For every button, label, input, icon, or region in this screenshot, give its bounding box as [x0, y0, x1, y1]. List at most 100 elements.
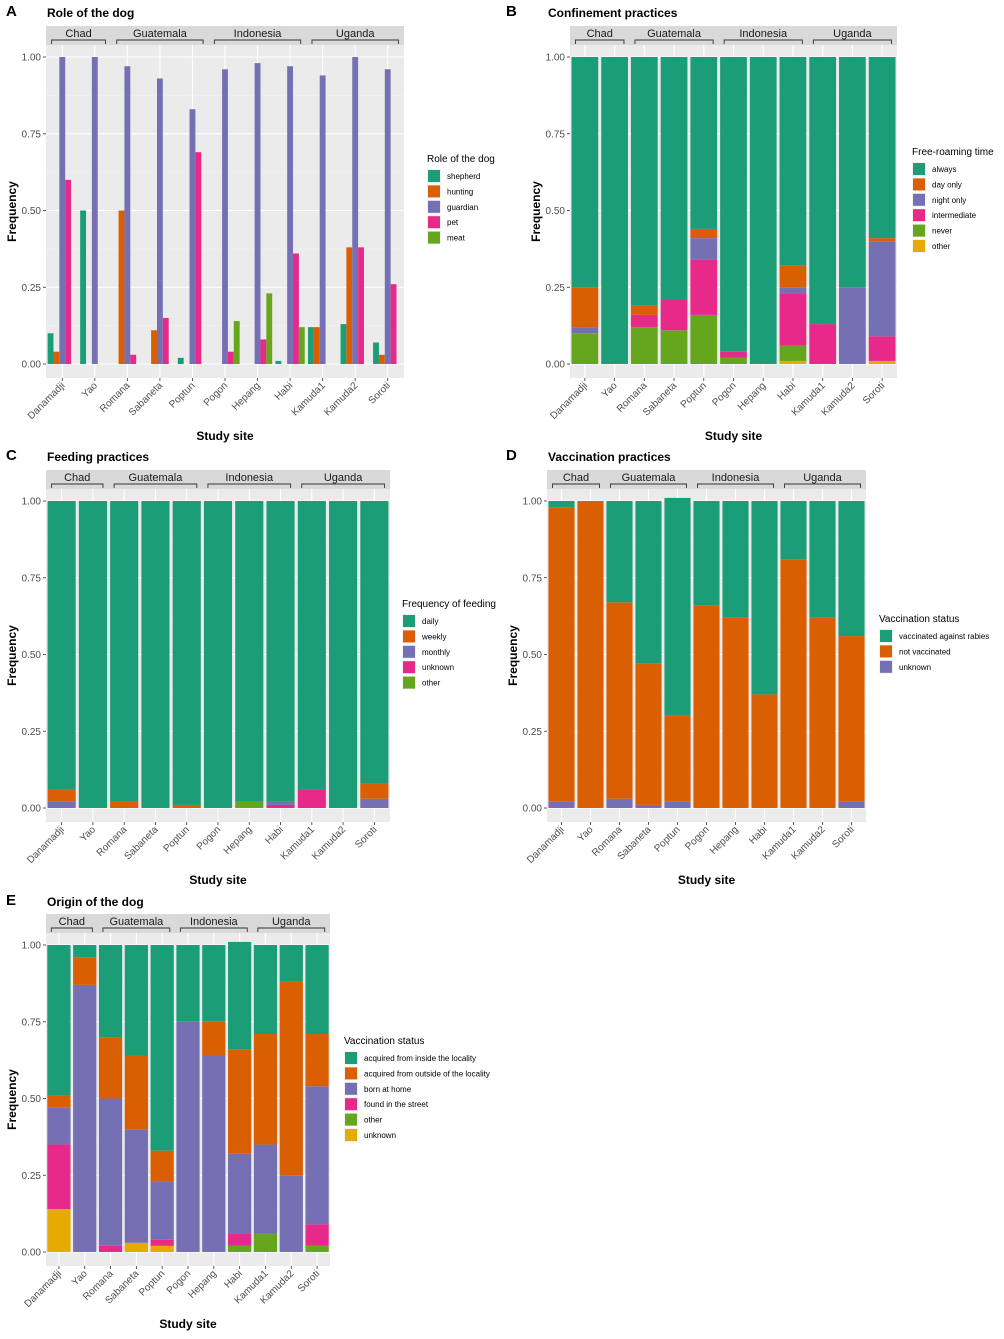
country-label-bg	[615, 471, 682, 483]
x-tick-label-habi: Habi	[776, 380, 798, 402]
panel-e: E Origin of the dog 0.00 0.25 0.50 0.75 1.00 Da…	[5, 892, 490, 1331]
legend-swatch-pet	[428, 216, 440, 229]
legend-label-guardian: guardian	[447, 203, 478, 212]
bar-segment-daily-habi	[266, 501, 295, 802]
bar-segment-weekly-soroti	[360, 783, 389, 799]
legend-label-other: other	[422, 679, 441, 688]
y-tick-label: 1.00	[22, 941, 42, 952]
bar-segment-vaccinated-against-rabies-hepang	[722, 501, 749, 618]
panel-b-title: Confinement practices	[548, 6, 678, 20]
country-label-chad: Chad	[563, 472, 589, 484]
country-label-uganda: Uganda	[833, 28, 872, 40]
panel-a: A Role of the dog 0.00 0.25 0.50 0.75 1.00 Dana…	[5, 3, 495, 443]
legend-swatch-hunting	[428, 185, 440, 198]
bar-segment-acquired-from-inside-the-locality-yao	[73, 945, 97, 958]
legend-swatch-other	[913, 240, 925, 252]
bar-guardian-romana	[124, 66, 131, 365]
bar-segment-weekly-romana	[110, 801, 139, 808]
legend-label-born-at-home: born at home	[364, 1085, 412, 1094]
bar-segment-not-vaccinated-poptun	[664, 715, 691, 802]
bar-segment-unknown-poptun	[150, 1245, 174, 1252]
legend-swatch-born-at-home	[345, 1082, 357, 1095]
panel-d-letter: D	[506, 447, 517, 464]
bar-segment-acquired-from-outside-of-the-locality-soroti	[305, 1034, 329, 1087]
bar-segment-born-at-home-romana	[98, 1098, 123, 1246]
x-tick-label-danamadji: Danamadji	[548, 380, 590, 422]
panel-e-letter: E	[6, 892, 16, 909]
y-axis-title: Frequency	[5, 1069, 19, 1130]
bar-segment-acquired-from-outside-of-the-locality-kamuda1	[253, 1034, 278, 1145]
bar-guardian-hepang	[254, 63, 261, 364]
bar-segment-daily-poptun	[172, 501, 201, 805]
legend-label-monthly: monthly	[422, 648, 450, 657]
country-label-bg	[730, 27, 796, 39]
bar-hunting-romana	[118, 210, 125, 364]
bar-segment-daily-yao	[78, 501, 107, 808]
bar-segment-found-in-the-street-romana	[98, 1245, 123, 1252]
bar-segment-intermediate-kamuda1	[809, 324, 837, 364]
x-tick-label-yao: Yao	[80, 380, 100, 400]
y-tick-label: 0.00	[22, 1248, 42, 1259]
bar-segment-monthly-habi	[266, 801, 295, 805]
bar-segment-never-danamadji	[571, 333, 599, 364]
panel-a-letter: A	[6, 3, 17, 20]
bar-segment-not-vaccinated-habi	[751, 694, 778, 808]
y-tick-label: 0.00	[523, 804, 543, 815]
x-tick-label-hepang: Hepang	[222, 824, 255, 857]
bar-segment-unknown-sabaneta	[635, 804, 662, 808]
x-tick-label-hepang: Hepang	[186, 1268, 219, 1301]
bar-meat-habi	[298, 327, 305, 364]
bar-segment-never-romana	[630, 327, 658, 364]
bar-segment-not-vaccinated-pogon	[693, 605, 720, 808]
country-label-bg	[560, 471, 592, 483]
legend-label-vaccinated-against-rabies: vaccinated against rabies	[899, 632, 989, 641]
x-tick-label-sabaneta: Sabaneta	[123, 824, 161, 862]
bar-segment-intermediate-sabaneta	[660, 299, 688, 331]
bar-shepherd-habi	[275, 360, 282, 364]
bar-segment-unknown-romana	[606, 798, 633, 808]
bar-pet-pogon	[227, 351, 234, 364]
bar-segment-not-vaccinated-kamuda1	[780, 559, 807, 808]
bar-segment-vaccinated-against-rabies-soroti	[838, 501, 865, 637]
x-axis-title: Study site	[189, 873, 247, 887]
legend-title: Vaccination status	[344, 1036, 424, 1047]
x-tick-label-hepang: Hepang	[708, 824, 741, 857]
bar-segment-acquired-from-outside-of-the-locality-romana	[98, 1037, 123, 1099]
panel-e-title: Origin of the dog	[47, 895, 144, 909]
bar-segment-daily-romana	[110, 501, 139, 802]
bar-segment-vaccinated-against-rabies-romana	[606, 501, 633, 603]
legend-swatch-acquired-from-inside-the-locality	[345, 1052, 357, 1064]
legend-label-day-only: day only	[932, 180, 962, 189]
country-label-bg	[702, 471, 769, 483]
country-label-bg	[320, 471, 366, 483]
legend-swatch-unknown	[345, 1129, 357, 1141]
bar-guardian-danamadji	[59, 57, 66, 364]
bar-segment-other-habi	[228, 1245, 252, 1252]
x-tick-label-danamadji: Danamadji	[525, 824, 567, 866]
bar-segment-acquired-from-outside-of-the-locality-yao	[73, 957, 97, 985]
bar-pet-habi	[293, 253, 299, 364]
y-tick-label: 0.75	[22, 1017, 42, 1028]
x-axis-title: Study site	[159, 1317, 217, 1331]
country-label-bg	[268, 915, 314, 927]
y-tick-label: 1.00	[523, 497, 543, 508]
bar-segment-unknown-soroti	[838, 801, 865, 808]
y-tick-label: 0.25	[22, 727, 42, 738]
bar-guardian-habi	[287, 66, 294, 365]
legend-swatch-shepherd	[428, 170, 440, 182]
legend-swatch-guardian	[428, 200, 440, 213]
bar-segment-never-poptun	[690, 314, 718, 364]
bar-segment-day-only-danamadji	[571, 287, 599, 328]
legend-swatch-unknown	[880, 660, 892, 673]
legend-swatch-other	[345, 1113, 357, 1126]
bar-hunting-kamuda1	[313, 327, 320, 364]
bar-segment-night-only-kamuda2	[839, 287, 866, 364]
legend-swatch-always	[913, 163, 925, 175]
bar-segment-intermediate-pogon	[720, 351, 747, 358]
legend-swatch-intermediate	[913, 209, 925, 222]
bar-segment-monthly-danamadji	[47, 801, 76, 808]
bar-segment-born-at-home-hepang	[202, 1055, 226, 1252]
legend-title: Vaccination status	[879, 614, 959, 625]
y-tick-label: 0.25	[22, 1171, 42, 1182]
country-label-uganda: Uganda	[324, 472, 363, 484]
